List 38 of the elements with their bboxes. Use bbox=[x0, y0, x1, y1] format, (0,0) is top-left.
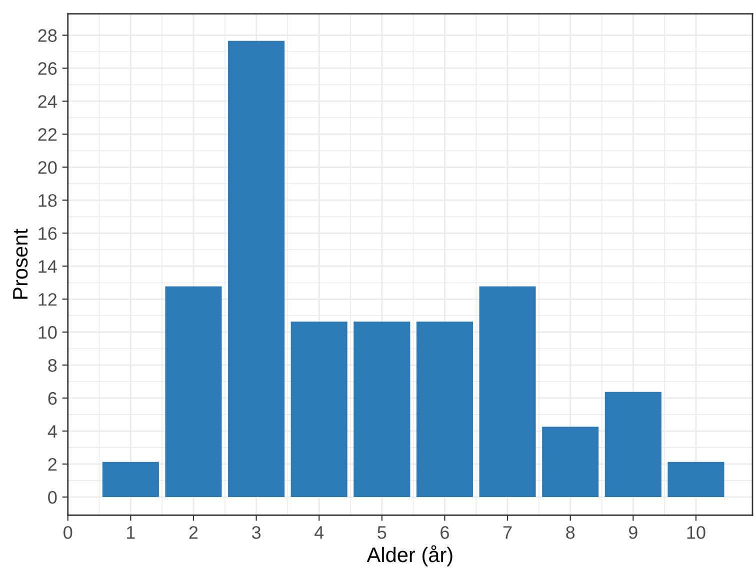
x-tick-label: 0 bbox=[64, 526, 72, 539]
x-tick-label: 5 bbox=[378, 526, 386, 539]
y-tick-label: 18 bbox=[38, 194, 57, 207]
x-tick-label: 2 bbox=[189, 526, 198, 539]
x-tick-label: 10 bbox=[687, 526, 706, 539]
y-tick-label: 14 bbox=[38, 260, 57, 273]
bar bbox=[354, 322, 410, 498]
y-tick-label: 20 bbox=[38, 161, 57, 174]
x-tick-label: 9 bbox=[628, 526, 638, 539]
x-tick-label: 1 bbox=[127, 526, 135, 539]
x-tick-label: 6 bbox=[440, 526, 449, 539]
bar bbox=[228, 40, 285, 498]
y-tick-label: 0 bbox=[48, 490, 57, 504]
bar bbox=[290, 322, 348, 498]
y-tick-label: 22 bbox=[38, 128, 57, 141]
y-tick-label: 16 bbox=[38, 227, 57, 240]
y-tick-label: 24 bbox=[38, 95, 57, 108]
bar bbox=[165, 286, 222, 498]
y-tick-label: 28 bbox=[38, 29, 57, 42]
bar bbox=[542, 426, 599, 498]
x-tick-label: 3 bbox=[252, 526, 261, 539]
y-axis-title: Prosent bbox=[13, 228, 28, 299]
bar bbox=[102, 462, 159, 498]
x-tick-label: 7 bbox=[503, 526, 512, 539]
y-tick-label: 8 bbox=[48, 359, 57, 372]
y-tick-label: 4 bbox=[48, 425, 57, 438]
y-tick-label: 12 bbox=[38, 293, 57, 306]
x-tick-label: 4 bbox=[314, 526, 324, 539]
bar bbox=[479, 286, 536, 498]
bar bbox=[416, 322, 473, 498]
bar bbox=[604, 392, 662, 498]
y-tick-label: 2 bbox=[48, 458, 57, 471]
x-tick-label: 8 bbox=[566, 526, 575, 539]
x-axis-title: Alder (år) bbox=[366, 545, 452, 566]
bar bbox=[668, 462, 724, 498]
y-tick-label: 10 bbox=[38, 326, 57, 339]
y-tick-label: 26 bbox=[38, 62, 57, 75]
y-tick-label: 6 bbox=[48, 392, 57, 405]
